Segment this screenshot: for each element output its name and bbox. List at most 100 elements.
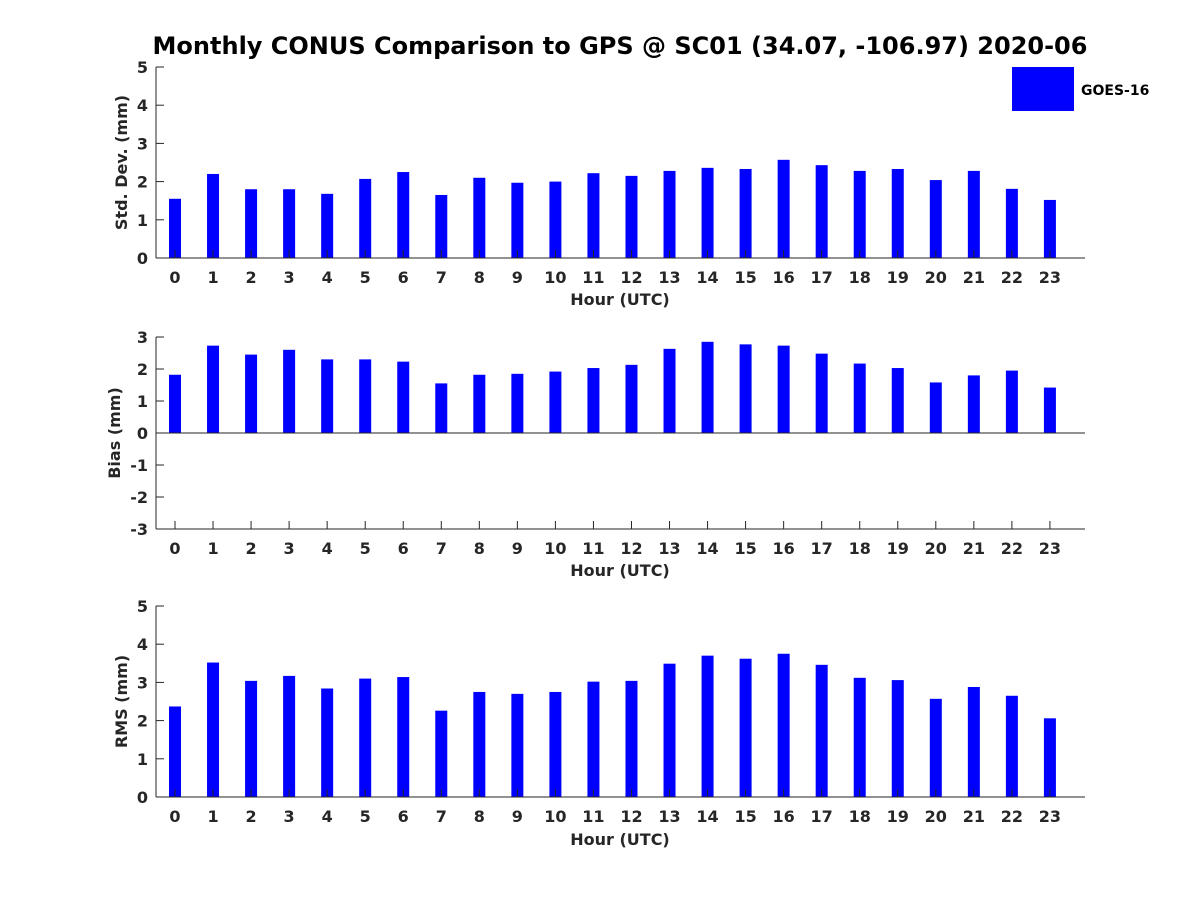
x-tick-label-2-8: 8 bbox=[474, 807, 485, 826]
x-tick-label-0-4: 4 bbox=[322, 268, 333, 287]
x-tick-label-0-9: 9 bbox=[512, 268, 523, 287]
bar-2-hour-13 bbox=[663, 663, 676, 797]
bar-0-hour-22 bbox=[1005, 188, 1018, 258]
legend: GOES-16 bbox=[1012, 67, 1149, 111]
x-tick-label-1-4: 4 bbox=[322, 539, 333, 558]
x-tick-label-1-22: 22 bbox=[1001, 539, 1023, 558]
bar-2-hour-8 bbox=[473, 691, 486, 797]
bar-2-hour-22 bbox=[1005, 695, 1018, 797]
x-tick-label-1-15: 15 bbox=[734, 539, 756, 558]
y-tick-label-0-1: 1 bbox=[137, 211, 148, 230]
x-tick-label-1-7: 7 bbox=[436, 539, 447, 558]
bar-0-hour-10 bbox=[549, 181, 562, 258]
x-tick-label-2-9: 9 bbox=[512, 807, 523, 826]
x-tick-label-1-14: 14 bbox=[696, 539, 718, 558]
y-tick-label-1-3: 3 bbox=[137, 328, 148, 347]
x-tick-label-1-0: 0 bbox=[169, 539, 180, 558]
x-tick-label-1-21: 21 bbox=[963, 539, 985, 558]
x-tick-label-1-18: 18 bbox=[849, 539, 871, 558]
x-tick-label-0-0: 0 bbox=[169, 268, 180, 287]
x-tick-label-2-5: 5 bbox=[360, 807, 371, 826]
y-tick-label-0-4: 4 bbox=[137, 96, 148, 115]
bar-1-hour-1 bbox=[207, 345, 220, 433]
bar-1-hour-19 bbox=[891, 368, 904, 433]
x-tick-label-0-16: 16 bbox=[773, 268, 795, 287]
bar-0-hour-0 bbox=[169, 198, 181, 258]
x-tick-label-0-22: 22 bbox=[1001, 268, 1023, 287]
x-tick-label-2-2: 2 bbox=[246, 807, 257, 826]
y-tick-label-2-5: 5 bbox=[137, 597, 148, 616]
bar-2-hour-18 bbox=[853, 677, 866, 797]
bar-1-hour-14 bbox=[701, 341, 714, 433]
x-tick-label-2-23: 23 bbox=[1039, 807, 1061, 826]
legend-swatch-goes-16 bbox=[1012, 67, 1074, 111]
bar-0-hour-14 bbox=[701, 167, 714, 258]
x-tick-label-2-13: 13 bbox=[658, 807, 680, 826]
bar-1-hour-3 bbox=[283, 349, 296, 433]
bar-0-hour-23 bbox=[1043, 199, 1056, 258]
bar-0-hour-9 bbox=[511, 182, 524, 258]
x-tick-label-2-0: 0 bbox=[169, 807, 180, 826]
bar-1-hour-22 bbox=[1005, 370, 1018, 433]
bar-1-hour-0 bbox=[169, 374, 181, 433]
bar-1-hour-23 bbox=[1043, 387, 1056, 433]
y-axis-label-1: Bias (mm) bbox=[105, 387, 124, 479]
bar-2-hour-2 bbox=[245, 680, 258, 797]
x-tick-label-0-20: 20 bbox=[925, 268, 947, 287]
y-tick-label-0-2: 2 bbox=[137, 173, 148, 192]
x-tick-label-0-7: 7 bbox=[436, 268, 447, 287]
x-tick-label-2-12: 12 bbox=[620, 807, 642, 826]
x-tick-label-0-11: 11 bbox=[582, 268, 604, 287]
bar-0-hour-16 bbox=[777, 159, 790, 258]
x-tick-label-1-1: 1 bbox=[207, 539, 218, 558]
bar-2-hour-14 bbox=[701, 655, 714, 797]
x-axis-label-1: Hour (UTC) bbox=[570, 561, 670, 580]
bar-0-hour-20 bbox=[929, 180, 942, 258]
bar-0-hour-19 bbox=[891, 168, 904, 258]
bar-2-hour-15 bbox=[739, 658, 752, 797]
y-tick-label-1--1: -1 bbox=[130, 456, 148, 475]
x-tick-label-1-3: 3 bbox=[284, 539, 295, 558]
y-tick-label-2-0: 0 bbox=[137, 788, 148, 807]
x-tick-label-2-1: 1 bbox=[207, 807, 218, 826]
bar-1-hour-5 bbox=[359, 359, 372, 433]
bar-1-hour-2 bbox=[245, 354, 258, 433]
y-tick-label-1--2: -2 bbox=[130, 488, 148, 507]
x-tick-label-1-13: 13 bbox=[658, 539, 680, 558]
bar-1-hour-8 bbox=[473, 374, 486, 433]
x-tick-label-1-10: 10 bbox=[544, 539, 566, 558]
bar-1-hour-12 bbox=[625, 364, 638, 433]
x-tick-label-2-22: 22 bbox=[1001, 807, 1023, 826]
x-tick-label-0-19: 19 bbox=[887, 268, 909, 287]
bar-0-hour-6 bbox=[397, 172, 410, 258]
bar-1-hour-21 bbox=[967, 375, 980, 433]
bar-1-hour-7 bbox=[435, 383, 448, 433]
x-tick-label-2-10: 10 bbox=[544, 807, 566, 826]
x-tick-label-1-2: 2 bbox=[246, 539, 257, 558]
y-axis-label-0: Std. Dev. (mm) bbox=[112, 95, 131, 230]
y-tick-label-1-0: 0 bbox=[137, 424, 148, 443]
x-tick-label-1-16: 16 bbox=[773, 539, 795, 558]
bar-2-hour-1 bbox=[207, 662, 220, 797]
bar-0-hour-4 bbox=[321, 193, 334, 258]
bar-2-hour-6 bbox=[397, 677, 410, 797]
x-tick-label-0-6: 6 bbox=[398, 268, 409, 287]
x-tick-label-2-6: 6 bbox=[398, 807, 409, 826]
x-tick-label-0-5: 5 bbox=[360, 268, 371, 287]
x-tick-label-0-12: 12 bbox=[620, 268, 642, 287]
bar-2-hour-17 bbox=[815, 664, 828, 797]
bar-0-hour-11 bbox=[587, 173, 600, 258]
y-tick-label-0-3: 3 bbox=[137, 134, 148, 153]
bar-2-hour-20 bbox=[929, 698, 942, 797]
bar-1-hour-17 bbox=[815, 353, 828, 433]
y-tick-label-2-3: 3 bbox=[137, 673, 148, 692]
bar-0-hour-8 bbox=[473, 177, 486, 258]
bar-2-hour-7 bbox=[435, 710, 448, 797]
bar-0-hour-3 bbox=[283, 189, 296, 258]
y-tick-label-1-1: 1 bbox=[137, 392, 148, 411]
x-tick-label-1-8: 8 bbox=[474, 539, 485, 558]
bar-2-hour-4 bbox=[321, 688, 334, 797]
